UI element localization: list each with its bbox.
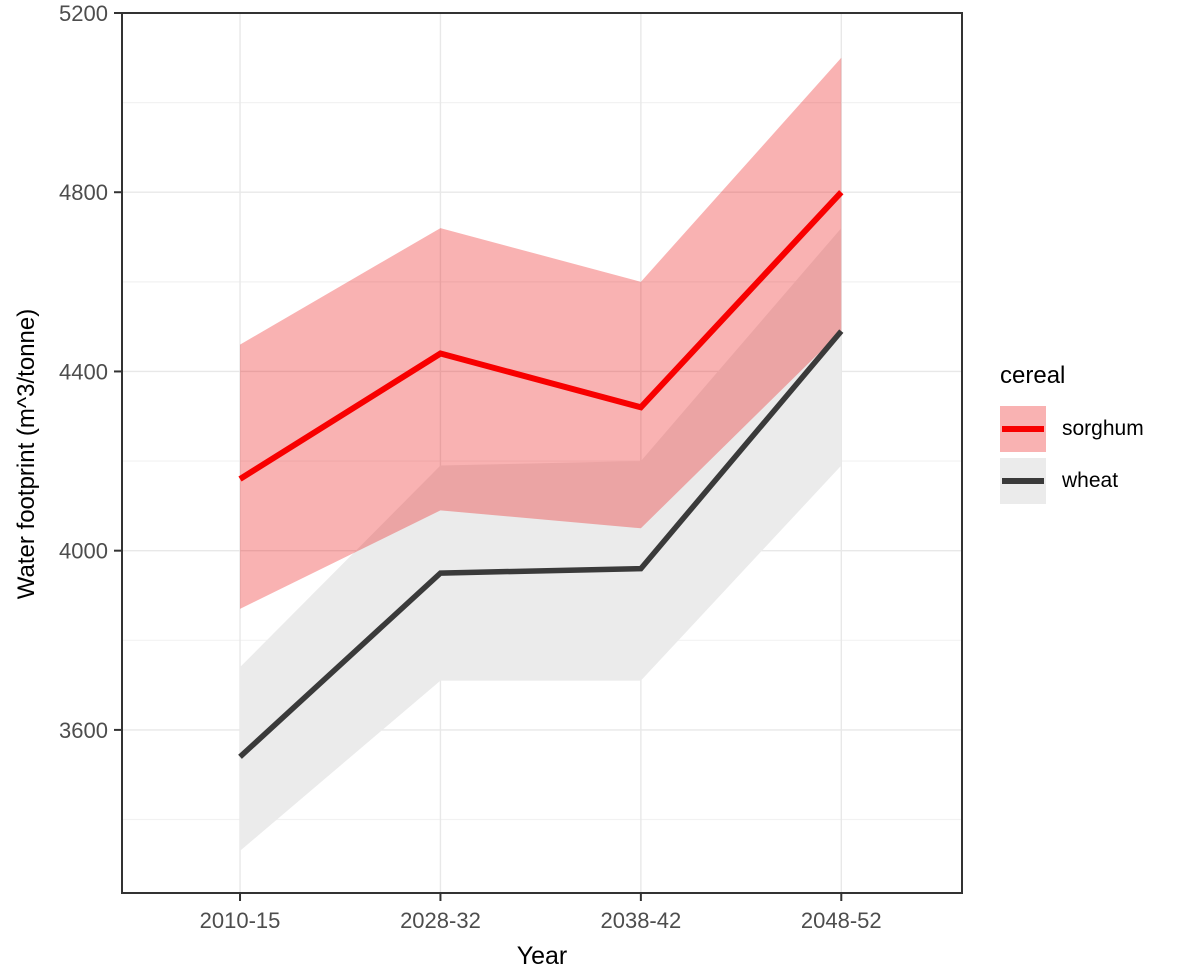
legend-item-wheat: wheat [1000,458,1144,504]
legend-title: cereal [1000,362,1066,389]
x-tick-label: 2038-42 [600,908,681,933]
wheat-ribbon-swatch [1000,458,1046,504]
panel-border [121,12,963,894]
x-tick-label: 2048-52 [801,908,882,933]
sorghum-line [238,190,844,482]
x-tick-label: 2010-15 [200,908,281,933]
wheat-line-sample [1002,478,1044,484]
y-axis-title: Water footprint (m^3/tonne) [13,308,40,600]
sorghum-confidence-ribbon [240,57,842,609]
wheat-line [238,329,844,759]
wheat-confidence-ribbon [240,228,842,851]
y-tick-label: 4800 [59,180,108,205]
y-tick-label: 3600 [59,718,108,743]
x-axis-title: Year [516,942,568,970]
legend-label-wheat: wheat [1062,469,1119,492]
y-tick-label: 5200 [59,1,108,26]
legend: cereal sorghum wheat [1000,362,1144,510]
x-tick-label: 2028-32 [400,908,481,933]
legend-label-sorghum: sorghum [1062,417,1144,440]
sorghum-ribbon-swatch [1000,406,1046,452]
y-tick-label: 4000 [59,539,108,564]
sorghum-line-sample [1002,426,1044,432]
y-tick-label: 4400 [59,359,108,384]
legend-item-sorghum: sorghum [1000,406,1144,452]
